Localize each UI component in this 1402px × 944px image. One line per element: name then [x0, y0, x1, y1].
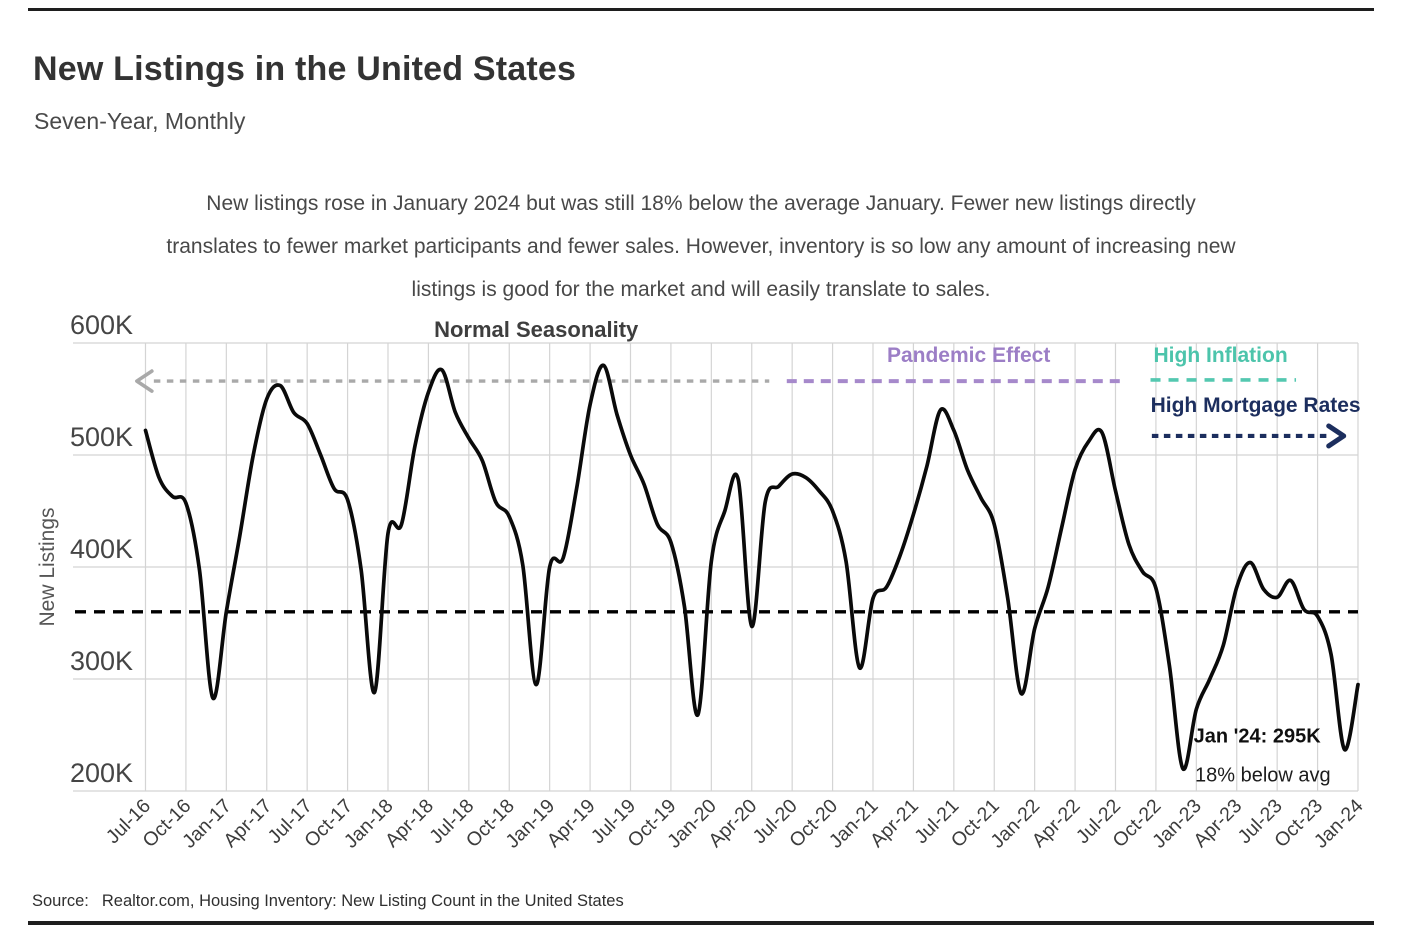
y-axis-title: New Listings	[36, 507, 59, 627]
high-mortgage-rates-label: High Mortgage Rates	[1150, 393, 1361, 417]
bottom-rule	[28, 921, 1374, 925]
jan24-note-callout: 18% below avg	[1194, 764, 1331, 787]
chart-description: New listings rose in January 2024 but wa…	[0, 182, 1402, 311]
page-subtitle: Seven-Year, Monthly	[34, 108, 246, 134]
description-line: listings is good for the market and will…	[411, 278, 991, 301]
page-title: New Listings in the United States	[33, 50, 577, 88]
y-tick-label: 200K	[70, 758, 133, 788]
right-arrowhead-icon	[1326, 423, 1347, 449]
jan24-value-callout: Jan '24: 295K	[1193, 725, 1321, 748]
description-line: translates to fewer market participants …	[166, 235, 1236, 258]
y-tick-label: 600K	[70, 310, 133, 340]
top-rule	[28, 8, 1374, 11]
left-arrowhead-icon	[135, 369, 154, 393]
y-tick-label: 500K	[70, 422, 133, 452]
pandemic-effect-label: Pandemic Effect	[886, 344, 1051, 368]
source-note: Source: Realtor.com, Housing Inventory: N…	[32, 892, 624, 911]
source-label: Source:	[32, 892, 89, 910]
y-tick-label: 300K	[70, 646, 133, 676]
high-inflation-label: High Inflation	[1153, 344, 1288, 368]
description-line: New listings rose in January 2024 but wa…	[206, 192, 1196, 215]
source-text: Realtor.com, Housing Inventory: New List…	[101, 892, 624, 910]
y-tick-label: 400K	[70, 534, 133, 564]
new-listings-data-line	[143, 363, 1360, 771]
normal-seasonality-label: Normal Seasonality	[434, 316, 639, 342]
